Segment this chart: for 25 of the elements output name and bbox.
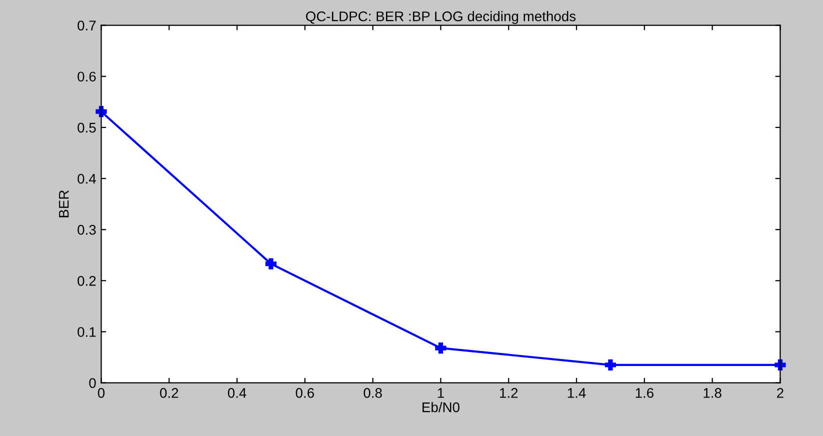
y-tick-label: 0.5 — [78, 122, 96, 133]
x-tick-label: 1.2 — [500, 388, 518, 398]
x-tick-label: 1.4 — [568, 388, 586, 398]
y-tick-label: 0.1 — [78, 327, 96, 337]
point — [435, 342, 446, 354]
x-tick-label: 0 — [98, 388, 105, 398]
x-tick-label: 0.4 — [228, 388, 246, 398]
point — [604, 359, 616, 370]
x-tick-label: 1.6 — [636, 388, 654, 398]
y-tick-label: 0.3 — [78, 224, 96, 235]
x-tick-label: 0.8 — [364, 388, 382, 398]
y-tick-label: 0.7 — [78, 20, 96, 30]
x-tick-label: 0.6 — [296, 388, 314, 398]
chart-title: QC-LDPC: BER :BP LOG deciding methods — [306, 11, 576, 24]
y-tick-label: 0.4 — [78, 174, 96, 184]
x-axis-title: Eb/N0 — [422, 402, 460, 412]
y-tick-label: 0 — [89, 378, 96, 388]
x-tick-label: 2 — [777, 388, 784, 398]
x-tick-label: 1 — [438, 388, 444, 398]
x-tick-label: 0.2 — [160, 388, 178, 398]
point — [265, 258, 277, 270]
y-axis-title: BER — [59, 190, 69, 218]
y-tick-label: 0.2 — [78, 276, 96, 286]
x-tick-label: 1.8 — [704, 388, 722, 398]
y-tick-label: 0.6 — [78, 72, 96, 82]
